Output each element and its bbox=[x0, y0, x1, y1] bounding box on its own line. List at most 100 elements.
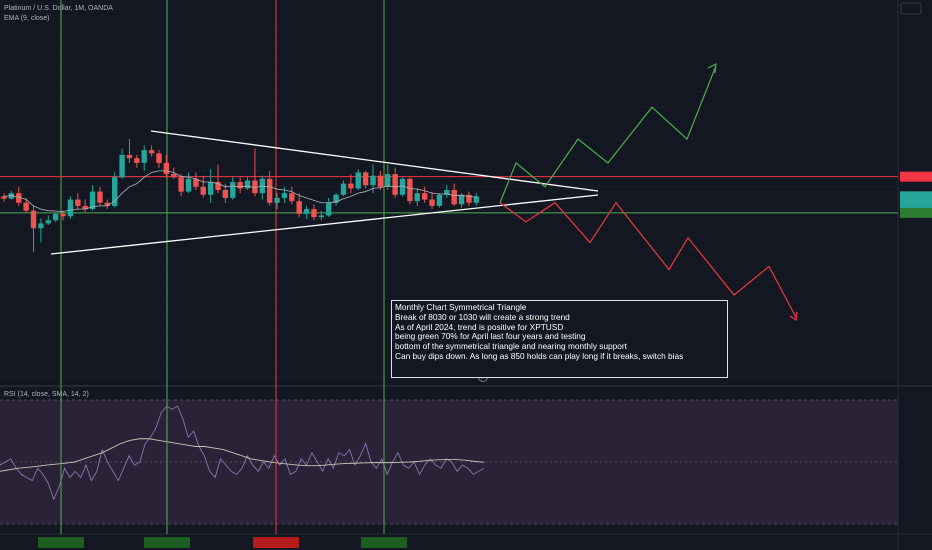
price-axis[interactable] bbox=[900, 2, 932, 218]
candle-body[interactable] bbox=[252, 180, 258, 194]
candle-body[interactable] bbox=[207, 182, 214, 195]
candle-body[interactable] bbox=[104, 202, 111, 206]
bullish-arrow-head bbox=[707, 62, 717, 74]
candle-body[interactable] bbox=[458, 194, 465, 205]
candle-body[interactable] bbox=[126, 154, 133, 159]
candle-body[interactable] bbox=[82, 205, 88, 210]
candle-body[interactable] bbox=[215, 182, 221, 190]
candle-body[interactable] bbox=[473, 196, 480, 203]
candle-body[interactable] bbox=[178, 177, 184, 192]
candle-body[interactable] bbox=[60, 213, 66, 217]
support-price-tag[interactable] bbox=[900, 207, 932, 218]
candle-body[interactable] bbox=[326, 202, 332, 216]
candle-body[interactable] bbox=[296, 201, 302, 214]
candle-body[interactable] bbox=[466, 194, 472, 203]
triangle-lower-line[interactable] bbox=[50, 194, 599, 255]
candle-body[interactable] bbox=[52, 213, 59, 221]
candle-body[interactable] bbox=[119, 154, 125, 178]
resistance-price-tag[interactable] bbox=[900, 171, 932, 182]
date-marker-badge[interactable] bbox=[38, 537, 84, 548]
candle-body[interactable] bbox=[67, 199, 74, 217]
rsi-line[interactable] bbox=[0, 405, 485, 501]
annotation-text-box[interactable]: Monthly Chart Symmetrical Triangle Break… bbox=[391, 300, 728, 378]
date-marker-badge[interactable] bbox=[144, 537, 190, 548]
candle-body[interactable] bbox=[429, 199, 435, 206]
annotation-line: bottom of the symmetrical triangle and n… bbox=[395, 341, 627, 352]
candle-body[interactable] bbox=[421, 193, 428, 200]
candle-body[interactable] bbox=[112, 177, 118, 206]
current-price-tag[interactable] bbox=[900, 191, 932, 209]
candle-body[interactable] bbox=[89, 191, 96, 210]
candle-body[interactable] bbox=[97, 191, 103, 203]
candle-body[interactable] bbox=[38, 223, 44, 229]
candle-body[interactable] bbox=[451, 189, 457, 205]
bearish-arrow-head bbox=[789, 311, 798, 322]
annotation-line: As of April 2024, trend is positive for … bbox=[395, 321, 564, 332]
candle-body[interactable] bbox=[355, 172, 361, 189]
candle-body[interactable] bbox=[75, 199, 81, 206]
date-marker-badge[interactable] bbox=[253, 537, 299, 548]
candle-body[interactable] bbox=[1, 196, 7, 199]
candle-body[interactable] bbox=[289, 193, 295, 202]
candle-body[interactable] bbox=[348, 183, 354, 189]
candle-body[interactable] bbox=[244, 180, 251, 189]
bullish-scenario-path[interactable] bbox=[499, 65, 717, 203]
candle-body[interactable] bbox=[185, 178, 192, 192]
candle-body[interactable] bbox=[399, 178, 406, 195]
annotation-line: Can buy dips down. As long as 850 holds … bbox=[395, 350, 684, 361]
candle-body[interactable] bbox=[163, 162, 170, 175]
candle-body[interactable] bbox=[362, 172, 369, 186]
candle-body[interactable] bbox=[237, 182, 243, 189]
date-markers bbox=[60, 0, 385, 534]
rsi-band bbox=[0, 400, 898, 524]
drawings[interactable] bbox=[50, 62, 798, 322]
candle-body[interactable] bbox=[171, 174, 177, 178]
rsi-pane[interactable] bbox=[0, 399, 898, 525]
candle-body[interactable] bbox=[303, 209, 310, 214]
time-axis[interactable] bbox=[38, 537, 407, 548]
candle-body[interactable] bbox=[407, 178, 413, 202]
candle-body[interactable] bbox=[274, 197, 280, 203]
candle-body[interactable] bbox=[141, 150, 147, 163]
candle-body[interactable] bbox=[23, 202, 29, 211]
ema-line[interactable] bbox=[3, 170, 477, 212]
candle-body[interactable] bbox=[222, 189, 229, 198]
candle-body[interactable] bbox=[156, 153, 162, 163]
candle-body[interactable] bbox=[281, 193, 288, 198]
candle-body[interactable] bbox=[444, 189, 450, 195]
date-marker-badge[interactable] bbox=[361, 537, 407, 548]
rsi-ma-line[interactable] bbox=[0, 438, 485, 472]
rsi-legend[interactable]: RSI (14, close, SMA, 14, 2) bbox=[4, 391, 89, 398]
candle-body[interactable] bbox=[266, 178, 273, 203]
candle-body[interactable] bbox=[340, 183, 347, 195]
annotation-line: Monthly Chart Symmetrical Triangle bbox=[395, 302, 527, 312]
candle-body[interactable] bbox=[134, 158, 140, 163]
candle-body[interactable] bbox=[30, 210, 37, 229]
candlestick-series[interactable] bbox=[1, 139, 480, 253]
candle-body[interactable] bbox=[230, 182, 236, 198]
annotation-line: Break of 8030 or 1030 will create a stro… bbox=[395, 311, 570, 322]
candle-body[interactable] bbox=[318, 215, 325, 218]
candle-body[interactable] bbox=[200, 186, 206, 195]
candle-body[interactable] bbox=[193, 178, 199, 187]
bearish-scenario-path[interactable] bbox=[499, 201, 797, 318]
currency-badge[interactable] bbox=[900, 2, 922, 15]
triangle-upper-line[interactable] bbox=[150, 130, 599, 192]
candle-body[interactable] bbox=[148, 150, 155, 154]
candle-body[interactable] bbox=[414, 193, 420, 202]
candle-body[interactable] bbox=[392, 174, 398, 195]
candle-body[interactable] bbox=[333, 194, 339, 203]
candle-body[interactable] bbox=[16, 193, 22, 203]
candle-body[interactable] bbox=[45, 220, 51, 224]
annotation-line: being green 70% for April last four year… bbox=[395, 331, 586, 342]
candle-body[interactable] bbox=[311, 209, 317, 218]
candle-body[interactable] bbox=[436, 194, 443, 206]
candle-body[interactable] bbox=[385, 174, 391, 187]
ema-legend[interactable]: EMA (9, close) bbox=[4, 15, 50, 22]
symbol-title[interactable]: Platinum / U.S. Dollar, 1M, OANDA bbox=[4, 5, 113, 12]
candle-body[interactable] bbox=[370, 175, 376, 186]
candle-body[interactable] bbox=[377, 175, 384, 187]
price-levels[interactable] bbox=[0, 176, 898, 214]
